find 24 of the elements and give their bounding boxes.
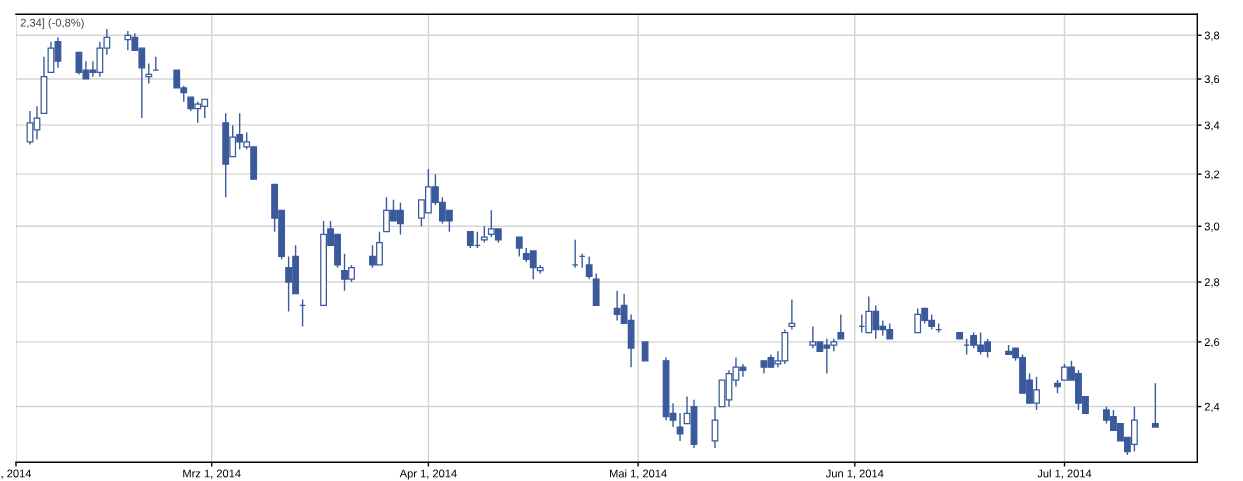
y-tick-label: 3,4 [1204,121,1220,131]
candlestick [585,255,593,280]
y-tick-label: 3,6 [1204,75,1220,85]
candlestick [515,236,523,258]
candlestick [1151,382,1159,428]
x-tick-label: Mrz 1, 2014 [183,469,241,479]
candlestick [837,313,845,340]
x-tick-label: Jul 1, 2014 [1037,469,1092,479]
candlestick [641,341,649,362]
candlestick [676,412,684,442]
y-tick-label: 3,8 [1204,31,1220,41]
y-tick-label: 2,4 [1204,402,1220,413]
annotation: 2,34] (-0,8%) [20,18,84,29]
x-tick-label: Apr 1, 2014 [399,469,457,480]
x-tick-label: , 2014 [1,469,32,479]
y-tick-label: 3,2 [1204,170,1220,180]
y-tick-label: 2,8 [1204,278,1220,288]
candlestick [145,62,153,85]
y-tick-label: 3,0 [1204,222,1220,232]
x-tick-label: Jun 1, 2014 [825,469,884,479]
candlestick [788,298,796,331]
y-tick-label: 2,6 [1204,338,1220,348]
candlestick [711,405,719,449]
x-tick-label: Mai 1, 2014 [609,469,667,479]
